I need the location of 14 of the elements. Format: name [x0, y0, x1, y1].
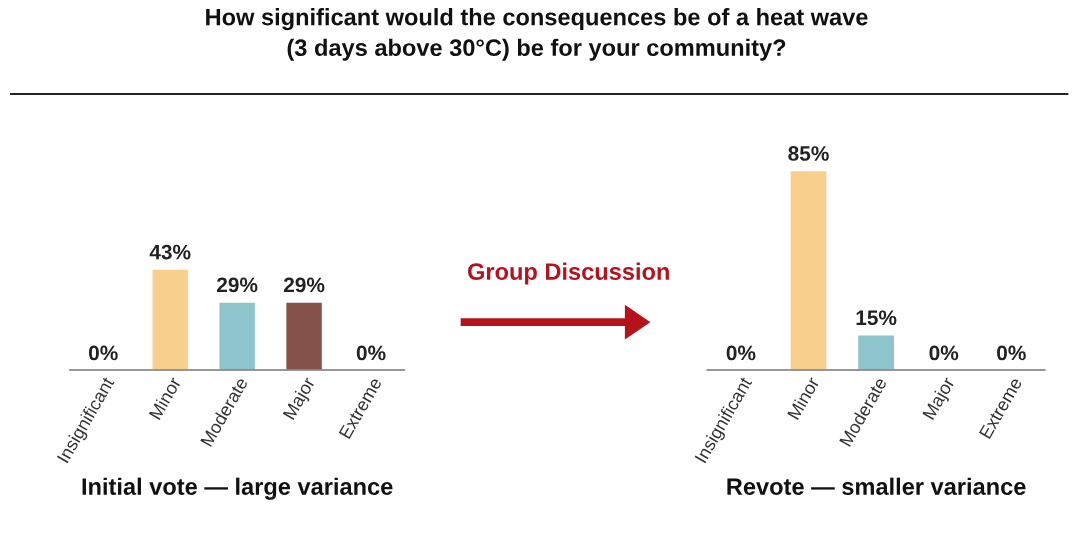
data-label: 29% [217, 277, 258, 293]
text: Group Discussion [467, 262, 669, 285]
x-axis-title: Initial vote — large variance [82, 477, 393, 500]
x-axis-title: Revote — smaller variance [727, 477, 1026, 495]
data-label: 0% [997, 345, 1026, 361]
data-label: 85% [788, 146, 829, 161]
data-label: 15% [856, 310, 897, 326]
data-label: 29% [283, 277, 325, 293]
data-label: 43% [149, 244, 191, 260]
data-label: 0% [929, 345, 959, 361]
data-label: 0% [356, 345, 386, 361]
data-label: 0% [88, 345, 118, 361]
data-label: 0% [726, 345, 756, 361]
text: How significant would the consequences be of a heat wave (3 days above 30°C) be for your community? [206, 8, 868, 61]
